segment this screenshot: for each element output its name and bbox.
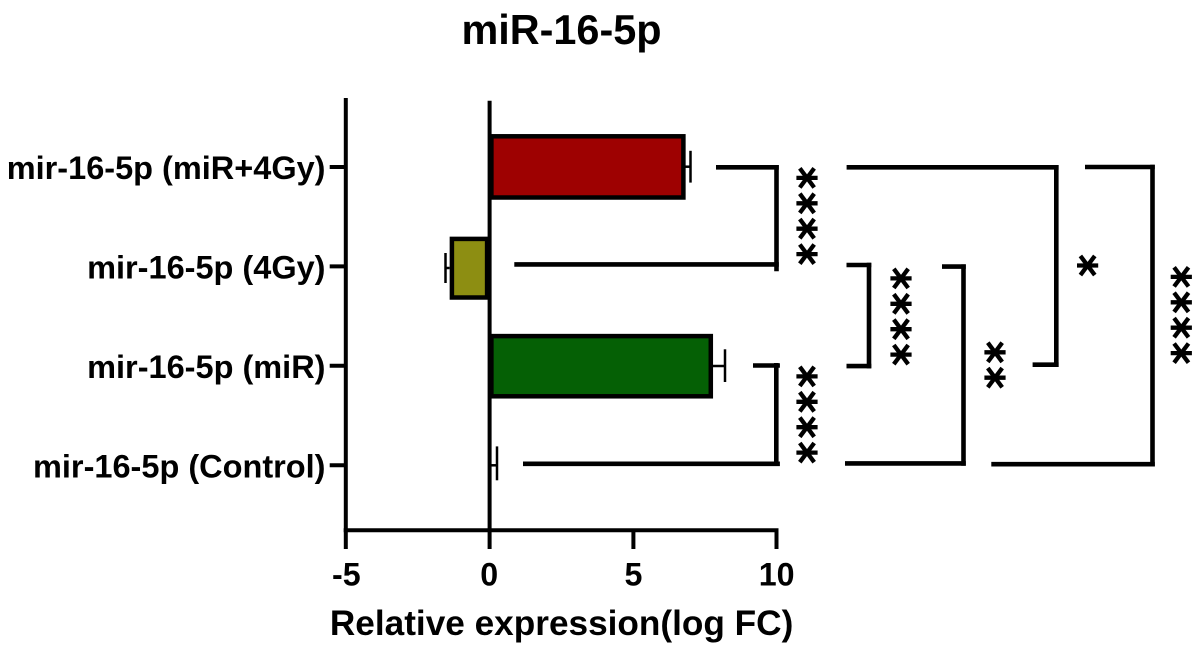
svg-text:-5: -5	[332, 557, 361, 593]
svg-text:0: 0	[480, 557, 498, 593]
svg-text:Relative expression(log FC): Relative expression(log FC)	[330, 604, 793, 643]
svg-text:5: 5	[624, 557, 642, 593]
svg-text:mir-16-5p (Control): mir-16-5p (Control)	[33, 448, 326, 484]
svg-text:mir-16-5p (miR): mir-16-5p (miR)	[87, 349, 325, 385]
svg-text:mir-16-5p (4Gy): mir-16-5p (4Gy)	[87, 249, 325, 285]
svg-text:miR-16-5p: miR-16-5p	[461, 7, 661, 53]
svg-text:mir-16-5p (miR+4Gy): mir-16-5p (miR+4Gy)	[7, 150, 326, 186]
svg-text:10: 10	[759, 557, 795, 593]
